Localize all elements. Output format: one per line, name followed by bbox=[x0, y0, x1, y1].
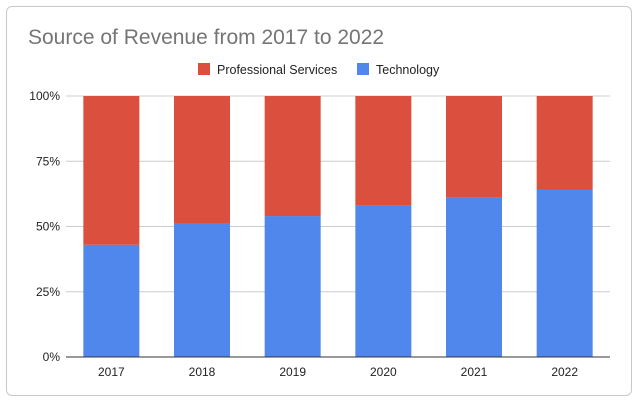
bar-technology-2021[interactable] bbox=[446, 197, 502, 357]
y-tick-label: 0% bbox=[43, 350, 61, 364]
bar-technology-2020[interactable] bbox=[355, 205, 412, 357]
bar-professional-services-2018[interactable] bbox=[174, 96, 230, 224]
legend-label[interactable]: Professional Services bbox=[217, 63, 337, 77]
bar-technology-2018[interactable] bbox=[174, 223, 230, 357]
x-tick-label: 2020 bbox=[370, 365, 397, 379]
bar-professional-services-2020[interactable] bbox=[355, 96, 412, 206]
y-tick-label: 50% bbox=[36, 220, 60, 234]
bar-professional-services-2021[interactable] bbox=[446, 96, 502, 198]
gridlines bbox=[66, 95, 610, 358]
chart-title: Source of Revenue from 2017 to 2022 bbox=[28, 26, 385, 49]
bars bbox=[66, 96, 610, 358]
x-tick-label: 2021 bbox=[461, 365, 488, 379]
bar-technology-2017[interactable] bbox=[83, 244, 140, 357]
bar-professional-services-2022[interactable] bbox=[536, 96, 593, 190]
legend-swatch-technology[interactable] bbox=[357, 63, 369, 75]
y-axis-ticks: 0% 25% 50% 75% 100% bbox=[29, 89, 60, 364]
legend-label[interactable]: Technology bbox=[376, 63, 440, 77]
y-tick-label: 75% bbox=[36, 154, 60, 168]
bar-technology-2022[interactable] bbox=[536, 189, 593, 357]
bar-technology-2019[interactable] bbox=[264, 216, 321, 357]
x-axis-ticks: 2017 2018 2019 2020 2021 2022 bbox=[98, 365, 578, 379]
x-tick-label: 2017 bbox=[98, 365, 125, 379]
x-tick-label: 2019 bbox=[279, 365, 306, 379]
y-tick-label: 100% bbox=[29, 89, 60, 103]
x-tick-label: 2018 bbox=[189, 365, 216, 379]
legend: Professional Services Technology bbox=[198, 63, 440, 77]
bar-professional-services-2017[interactable] bbox=[83, 96, 140, 245]
bar-professional-services-2019[interactable] bbox=[264, 96, 321, 217]
x-tick-label: 2022 bbox=[551, 365, 578, 379]
legend-swatch-professional-services[interactable] bbox=[198, 63, 210, 75]
y-tick-label: 25% bbox=[36, 285, 60, 299]
